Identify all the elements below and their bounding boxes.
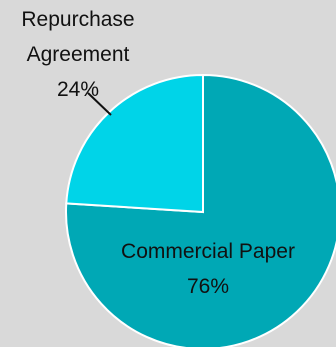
slice-name-line1-repurchase-agreement: Repurchase — [21, 8, 134, 31]
slice-percent-repurchase-agreement: 24% — [57, 78, 99, 101]
slice-label-repurchase-agreement: Repurchase Agreement 24% — [21, 8, 134, 101]
slice-name-commercial-paper: Commercial Paper — [121, 240, 295, 263]
pie-slices — [66, 75, 336, 347]
slice-percent-commercial-paper: 76% — [187, 275, 229, 298]
slice-name-line2-repurchase-agreement: Agreement — [27, 43, 130, 66]
